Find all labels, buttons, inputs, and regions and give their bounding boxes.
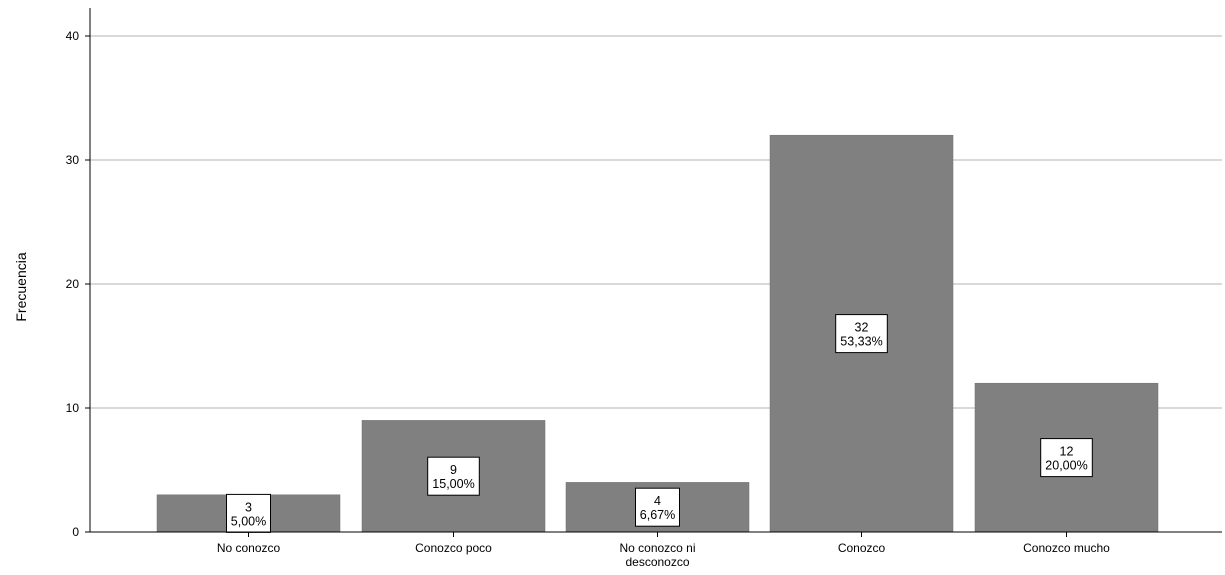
y-tick-label: 10 bbox=[66, 401, 80, 415]
data-label: 46,67% bbox=[635, 487, 680, 527]
y-tick-label: 20 bbox=[66, 277, 80, 291]
x-tick-label: Conozco poco bbox=[415, 541, 492, 555]
data-label-box bbox=[427, 456, 480, 496]
data-label-box bbox=[635, 487, 680, 527]
y-tick-labels: 0 10 20 30 40 bbox=[66, 29, 80, 539]
y-tick-label: 0 bbox=[72, 525, 79, 539]
data-label-count: 32 bbox=[855, 321, 869, 335]
x-tick-label: No conozco ni bbox=[619, 541, 695, 555]
x-tick-label: Conozco bbox=[838, 541, 886, 555]
x-tick-label: Conozco mucho bbox=[1023, 541, 1110, 555]
data-label-percent: 15,00% bbox=[432, 477, 474, 491]
data-label-box bbox=[1040, 438, 1093, 478]
axes bbox=[85, 8, 1222, 537]
data-label-percent: 53,33% bbox=[840, 335, 882, 349]
y-tick-label: 40 bbox=[66, 29, 80, 43]
data-label: 915,00% bbox=[427, 456, 480, 496]
data-label-count: 12 bbox=[1060, 445, 1074, 459]
data-label: 35,00% bbox=[226, 493, 271, 533]
bars bbox=[156, 134, 1159, 533]
data-label-count: 3 bbox=[245, 500, 252, 514]
gridlines bbox=[90, 35, 1222, 409]
data-label-percent: 6,67% bbox=[640, 508, 675, 522]
y-tick-label: 30 bbox=[66, 153, 80, 167]
data-label-box bbox=[835, 314, 888, 354]
x-tick-label: desconozco bbox=[625, 555, 689, 569]
data-label-percent: 20,00% bbox=[1045, 459, 1087, 473]
data-label-box bbox=[226, 493, 271, 533]
y-axis-title: Frecuencia bbox=[13, 252, 29, 321]
data-label-percent: 5,00% bbox=[231, 514, 266, 528]
x-tick-labels: No conozco Conozco poco No conozco nidesco… bbox=[217, 541, 1110, 569]
data-label-count: 4 bbox=[654, 494, 661, 508]
x-tick-label: No conozco bbox=[217, 541, 281, 555]
data-label-count: 9 bbox=[450, 463, 457, 477]
